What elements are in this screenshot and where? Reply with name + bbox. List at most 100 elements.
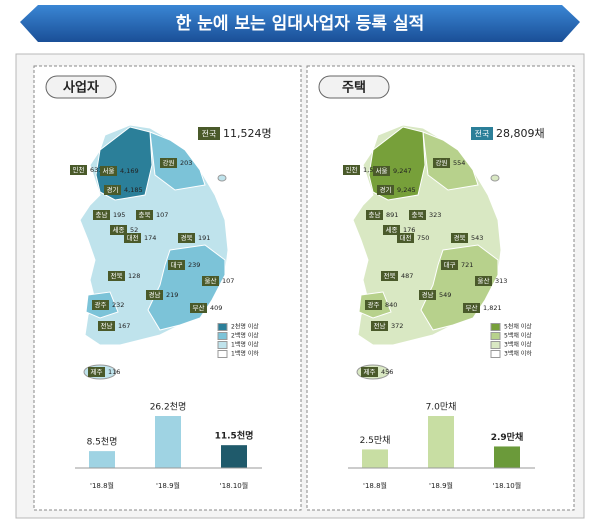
legend-swatch — [217, 341, 228, 349]
region-name: 충남 — [96, 210, 108, 219]
map-island — [217, 174, 227, 182]
legend-swatch — [490, 323, 501, 331]
region-tag — [475, 276, 492, 286]
bar-value-label: 7.0만채 — [426, 402, 457, 413]
region-name: 전북 — [384, 271, 396, 280]
legend-label: 1백명 이하 — [231, 350, 259, 358]
region-tag — [377, 185, 394, 195]
legend-label: 5백채 이상 — [504, 332, 532, 340]
region-name: 세종 — [113, 225, 125, 234]
map-zone — [422, 131, 479, 191]
region-tag — [110, 225, 127, 235]
bar-value-label: 26.2천명 — [150, 402, 187, 413]
x-tick-label: '18.8월 — [363, 481, 387, 490]
region-name: 광주 — [368, 301, 380, 309]
total-badge — [471, 127, 493, 140]
legend-label: 2천명 이상 — [231, 323, 259, 331]
region-tag — [343, 165, 360, 175]
title-banner — [20, 5, 580, 42]
x-tick-label: '18.10월 — [220, 481, 248, 490]
region-name: 울산 — [478, 276, 490, 285]
total-badge — [198, 127, 220, 140]
region-name: 경기 — [107, 185, 119, 194]
region-value: 176 — [403, 226, 415, 234]
legend-swatch — [217, 350, 228, 358]
region-name: 제주 — [364, 368, 376, 376]
region-tag — [365, 300, 382, 310]
region-name: 경남 — [422, 290, 434, 299]
region-tag — [409, 210, 426, 220]
region-name: 제주 — [91, 368, 103, 376]
legend-swatch — [490, 332, 501, 340]
region-tag — [366, 210, 383, 220]
region-tag — [451, 233, 468, 243]
region-tag — [397, 233, 414, 243]
region-name: 강원 — [436, 158, 448, 167]
region-value: 195 — [113, 211, 125, 219]
region-value: 232 — [112, 301, 124, 309]
bar-value-label: 8.5천명 — [87, 437, 118, 448]
region-name: 광주 — [95, 301, 107, 309]
bar-chart: 2.5만채 '18.8월 7.0만채 '18.9월 2.9만채 '18.10월 — [348, 402, 535, 490]
legend-swatch — [217, 332, 228, 340]
region-name: 부산 — [193, 303, 205, 312]
region-value: 4,169 — [120, 167, 139, 175]
region-value: 1,821 — [483, 304, 502, 312]
bar — [89, 451, 115, 468]
legend-label: 3백채 이상 — [504, 341, 532, 349]
bar — [221, 445, 247, 468]
region-name: 울산 — [205, 276, 217, 285]
total-value: 11,524명 — [223, 127, 272, 140]
region-value: 239 — [188, 261, 200, 269]
region-value: 721 — [461, 261, 473, 269]
bar-value-label: 2.9만채 — [491, 431, 524, 443]
region-value: 116 — [108, 368, 120, 376]
region-name: 충남 — [369, 210, 381, 219]
bar — [362, 449, 388, 468]
region-value: 549 — [439, 291, 451, 299]
region-value: 372 — [391, 322, 403, 330]
legend-label: 3백채 이하 — [504, 350, 532, 358]
region-tag — [190, 303, 207, 313]
bar-value-label: 2.5만채 — [360, 435, 391, 446]
x-tick-label: '18.10월 — [493, 481, 521, 490]
region-name: 대구 — [444, 261, 456, 269]
region-value: 107 — [222, 277, 234, 285]
region-name: 경기 — [380, 185, 392, 194]
map-zone — [149, 131, 206, 191]
legend-swatch — [490, 341, 501, 349]
region-name: 충북 — [412, 210, 424, 219]
region-value: 840 — [385, 301, 397, 309]
total-label: 전국 — [475, 129, 490, 139]
bar — [155, 416, 181, 468]
bar-value-label: 11.5천명 — [215, 430, 254, 442]
region-value: 891 — [386, 211, 398, 219]
region-tag — [373, 166, 390, 176]
region-tag — [108, 271, 125, 281]
region-name: 경북 — [454, 233, 466, 242]
region-value: 174 — [144, 234, 156, 242]
region-value: 191 — [198, 234, 210, 242]
region-tag — [168, 260, 185, 270]
region-name: 서울 — [103, 166, 115, 175]
region-value: 203 — [180, 159, 192, 167]
region-value: 9,247 — [393, 167, 412, 175]
region-tag — [160, 158, 177, 168]
region-tag — [202, 276, 219, 286]
region-value: 456 — [381, 368, 393, 376]
region-tag — [92, 300, 109, 310]
region-name: 전남 — [101, 321, 113, 330]
region-tag — [70, 165, 87, 175]
x-tick-label: '18.9월 — [156, 481, 180, 490]
map-zone — [95, 126, 153, 201]
map-zone — [368, 126, 426, 201]
region-value: 487 — [401, 272, 413, 280]
region-tag — [383, 225, 400, 235]
region-tag — [136, 210, 153, 220]
region-value: 313 — [495, 277, 507, 285]
region-name: 부산 — [466, 303, 478, 312]
region-tag — [463, 303, 480, 313]
region-name: 세종 — [386, 225, 398, 234]
